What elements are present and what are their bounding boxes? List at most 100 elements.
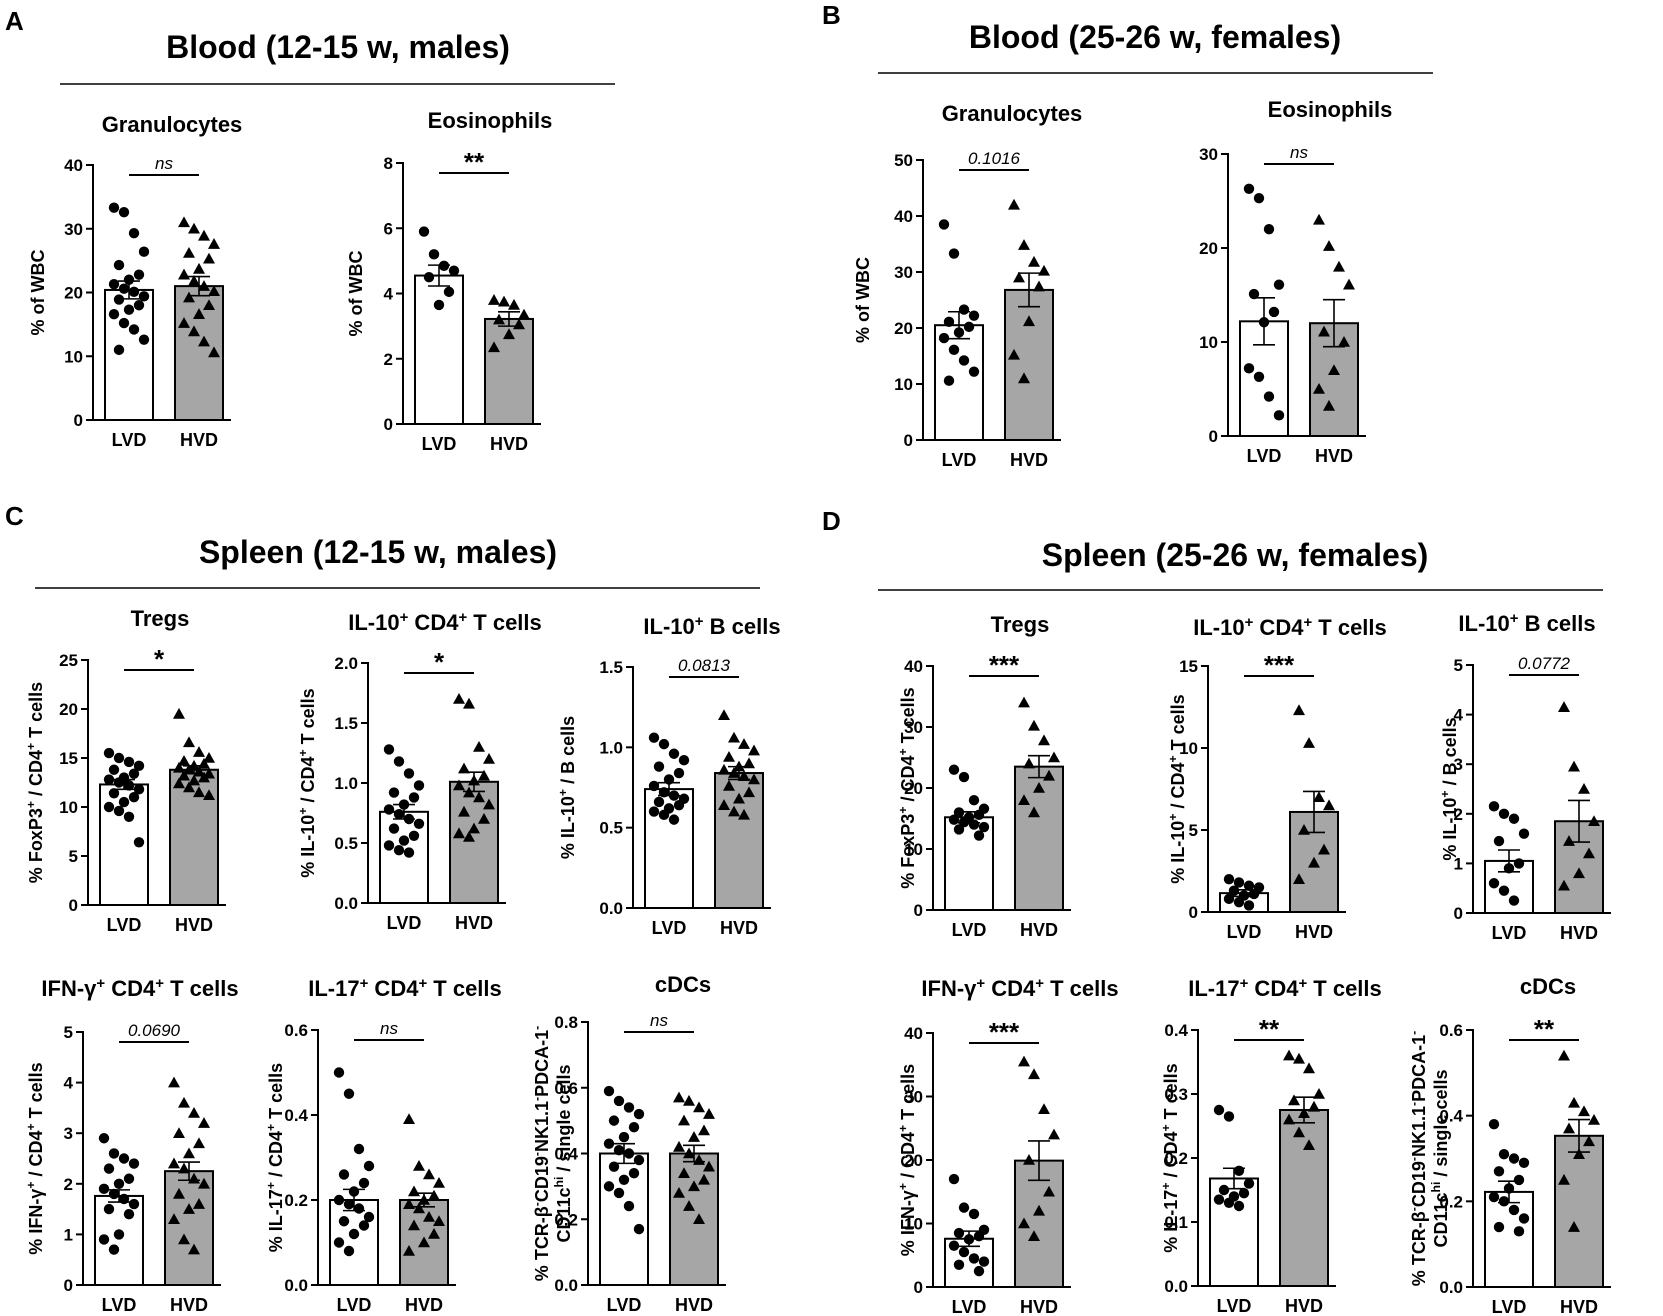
data-point-hvd (178, 1096, 190, 1108)
y-tick-label: 40 (894, 207, 913, 226)
chart-title: cDCs (1520, 974, 1576, 999)
data-point-lvd (113, 1178, 125, 1190)
data-point-lvd (1233, 896, 1245, 908)
data-point-hvd (1568, 760, 1580, 772)
y-tick-label: 10 (904, 840, 923, 859)
data-point-hvd (503, 328, 515, 340)
data-point-lvd (383, 744, 395, 755)
y-axis-label: % IL-10+ / CD4+ T cells (1166, 694, 1188, 883)
x-category-hvd: HVD (1010, 450, 1048, 470)
data-point-hvd (193, 1198, 205, 1209)
y-tick-label: 0.0 (1439, 1278, 1463, 1297)
data-point-lvd (338, 1169, 350, 1180)
y-tick-label: 10 (1179, 739, 1198, 758)
data-point-hvd (183, 1203, 195, 1214)
data-point-hvd (183, 291, 195, 303)
data-point-lvd (653, 796, 665, 808)
y-axis-label: % TCR-β-CD19-NK1.1-PDCA-1- (530, 1026, 552, 1281)
y-tick-label: 0.4 (284, 1106, 308, 1125)
data-point-hvd (1293, 1052, 1305, 1064)
y-tick-label: 20 (904, 1151, 923, 1170)
x-category-lvd: LVD (387, 913, 422, 933)
chart-c4: IFN-γ+ CD4+ T cells % IFN-γ+ / CD4+ T cel… (24, 975, 239, 1316)
chart-a1: Granulocytes % of WBC 0 10 20 30 40 LVD HVD ns (28, 112, 242, 450)
data-point-lvd (633, 1154, 645, 1166)
y-axis-label: % of WBC (28, 250, 48, 336)
data-point-hvd (1558, 879, 1570, 891)
y-tick-label: 0.3 (1164, 1085, 1188, 1104)
bar-hvd (169, 768, 219, 907)
y-tick-label: 0.2 (284, 1191, 308, 1210)
data-point-lvd (1498, 1196, 1510, 1207)
data-point-hvd (168, 1213, 180, 1225)
chart-title: Granulocytes (942, 101, 1083, 126)
data-point-lvd (138, 246, 150, 257)
data-point-hvd (508, 298, 520, 310)
data-point-hvd (483, 798, 495, 810)
data-point-hvd (458, 805, 470, 817)
data-point-hvd (413, 1202, 425, 1214)
data-point-hvd (693, 1213, 705, 1225)
y-tick-label: 30 (1199, 145, 1218, 164)
significance-label: * (434, 647, 445, 677)
data-point-lvd (948, 1173, 960, 1185)
data-point-hvd (1588, 1113, 1600, 1125)
data-point-lvd (633, 1108, 645, 1120)
data-point-hvd (183, 246, 195, 258)
data-point-lvd (98, 1133, 110, 1144)
data-point-hvd (478, 813, 490, 824)
data-point-hvd (1558, 1049, 1570, 1061)
data-point-hvd (1568, 1096, 1580, 1108)
data-point-lvd (938, 219, 950, 230)
data-point-hvd (168, 1157, 180, 1169)
x-category-hvd: HVD (1295, 922, 1333, 942)
data-point-hvd (478, 769, 490, 781)
data-point-lvd (1518, 1213, 1530, 1224)
data-point-hvd (1293, 704, 1305, 716)
data-point-hvd (1568, 1221, 1580, 1232)
data-point-hvd (203, 789, 215, 801)
data-point-hvd (743, 786, 755, 798)
data-point-hvd (193, 746, 205, 757)
x-category-lvd: LVD (337, 1295, 372, 1315)
data-point-lvd (138, 291, 150, 302)
significance-label: * (154, 644, 165, 674)
section-title-spleen-males: Spleen (12-15 w, males) (199, 534, 557, 570)
chart-title: IL-10+ B cells (643, 613, 780, 640)
data-point-lvd (963, 321, 975, 333)
y-tick-label: 10 (1199, 333, 1218, 352)
data-point-lvd (1243, 900, 1255, 911)
data-point-lvd (948, 1240, 960, 1251)
y-tick-label: 0.6 (554, 1079, 578, 1098)
y-tick-label: 1.5 (334, 714, 358, 733)
data-point-hvd (458, 762, 470, 774)
section-title-blood-males: Blood (12-15 w, males) (166, 29, 510, 65)
y-tick-label: 30 (904, 1088, 923, 1107)
data-point-lvd (1263, 391, 1275, 402)
data-point-hvd (688, 1180, 700, 1192)
chart-title: Tregs (131, 606, 190, 631)
y-axis-label: % IL-17+ / CD4+ T cells (1159, 1063, 1181, 1252)
x-category-lvd: LVD (107, 915, 142, 935)
x-category-hvd: HVD (490, 434, 528, 454)
y-tick-label: 5 (1189, 821, 1198, 840)
data-point-lvd (128, 768, 140, 779)
data-point-hvd (183, 1147, 195, 1159)
x-category-lvd: LVD (112, 430, 147, 450)
data-point-lvd (1513, 858, 1525, 869)
chart-b1: Granulocytes % of WBC 0 10 20 30 40 50 LVD HVD 0.1… (853, 101, 1082, 470)
data-point-hvd (198, 1117, 210, 1128)
data-point-lvd (433, 299, 445, 311)
x-category-lvd: LVD (1227, 922, 1262, 942)
y-tick-label: 0 (1454, 904, 1463, 923)
data-point-lvd (603, 1085, 615, 1097)
data-point-lvd (393, 809, 405, 820)
data-point-hvd (203, 752, 215, 763)
data-point-lvd (1488, 1119, 1500, 1130)
data-point-lvd (1488, 801, 1500, 812)
data-point-lvd (103, 1163, 115, 1174)
y-tick-label: 0.0 (334, 894, 358, 913)
x-category-hvd: HVD (1020, 1297, 1058, 1316)
data-point-lvd (118, 317, 130, 329)
y-axis-label-line2: CD11chi / single cells (1429, 1070, 1451, 1248)
